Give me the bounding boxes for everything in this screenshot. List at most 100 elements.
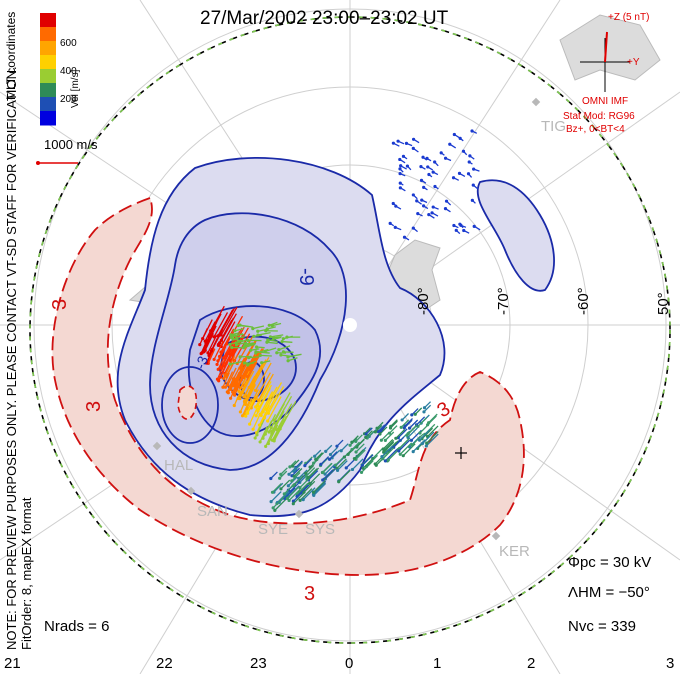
imf-dial xyxy=(580,31,630,92)
velocity-vector-origin xyxy=(285,335,289,339)
velocity-vector xyxy=(418,429,431,441)
velocity-vector xyxy=(302,487,316,501)
velocity-vector-origin xyxy=(398,452,402,456)
velocity-vector-origin xyxy=(219,350,223,354)
velocity-vector-origin xyxy=(240,390,245,395)
velocity-vector xyxy=(330,447,338,455)
velocity-vectors xyxy=(198,129,481,512)
velocity-vector-origin xyxy=(314,457,318,461)
velocity-vector-origin xyxy=(243,342,247,346)
magnetic-pole-marker xyxy=(343,318,357,332)
velocity-vector xyxy=(243,343,256,349)
velocity-vector xyxy=(355,443,365,453)
velocity-vector-origin xyxy=(269,500,273,504)
velocity-vector xyxy=(291,472,301,482)
velocity-vector-origin xyxy=(303,464,307,468)
velocity-vector xyxy=(404,418,413,427)
velocity-vector xyxy=(382,438,394,450)
velocity-vector xyxy=(384,431,395,441)
velocity-vector-origin xyxy=(253,436,257,440)
velocity-vector-origin xyxy=(471,183,475,187)
velocity-vector xyxy=(250,359,267,387)
velocity-vector-origin xyxy=(266,339,270,343)
velocity-vector-origin xyxy=(470,129,474,133)
mlt-tick: 1 xyxy=(433,655,442,672)
velocity-vector-origin xyxy=(420,198,424,202)
velocity-vector xyxy=(232,338,244,342)
velocity-vector-origin xyxy=(418,431,422,435)
velocity-vector xyxy=(220,328,235,353)
velocity-vector-origin xyxy=(298,486,302,490)
velocity-vector-origin xyxy=(427,213,431,217)
velocity-vector-origin xyxy=(304,471,308,475)
velocity-vector xyxy=(273,415,288,439)
colorbar-block xyxy=(40,97,56,112)
velocity-vector xyxy=(399,442,413,455)
velocity-vector xyxy=(280,479,291,490)
velocity-vector-origin xyxy=(202,350,206,354)
velocity-vector-origin xyxy=(236,382,240,386)
velocity-vector-origin xyxy=(401,154,406,158)
velocity-vector xyxy=(246,348,264,377)
velocity-vector-origin xyxy=(398,167,402,171)
preview-note-line: NOTE: FOR PREVIEW PURPOSES ONLY. PLEASE … xyxy=(4,66,19,650)
velocity-vector-origin xyxy=(431,205,435,209)
velocity-vector-origin xyxy=(394,204,398,208)
imf-z-label: +Z (5 nT) xyxy=(608,12,650,23)
velocity-vector-origin xyxy=(203,339,207,343)
velocity-vector-origin xyxy=(251,427,255,431)
velocity-vector-origin xyxy=(352,457,357,461)
contour-label: 3 xyxy=(49,299,71,310)
mlt-tick: 3 xyxy=(666,655,675,672)
velocity-vector xyxy=(210,331,222,352)
velocity-vector-origin xyxy=(290,479,294,483)
velocity-vector-origin xyxy=(277,347,281,352)
velocity-vector xyxy=(279,470,288,479)
velocity-vector xyxy=(278,345,291,351)
velocity-vector-origin xyxy=(287,472,291,476)
velocity-vector-origin xyxy=(279,487,283,491)
velocity-vector-origin xyxy=(433,184,437,189)
velocity-vector-origin xyxy=(416,212,420,216)
velocity-vector-origin xyxy=(222,376,226,380)
velocity-vector-origin xyxy=(252,334,256,338)
velocity-vector xyxy=(271,410,285,435)
velocity-vector xyxy=(232,366,244,387)
velocity-vector-origin xyxy=(401,454,405,458)
velocity-vector-origin xyxy=(286,359,290,363)
mlt-tick: 21 xyxy=(4,655,21,672)
velocity-vector xyxy=(322,469,334,481)
imf-source: OMNI IMF xyxy=(582,96,629,107)
velocity-vector-origin xyxy=(431,170,435,174)
velocity-vector-origin xyxy=(260,361,264,365)
fit-order-line: FitOrder: 8, mapEX format xyxy=(19,497,34,650)
velocity-vector-origin xyxy=(264,407,268,412)
station-label: KER xyxy=(499,543,530,560)
velocity-vector-origin xyxy=(271,506,275,510)
velocity-vector-origin xyxy=(226,390,230,394)
velocity-vector xyxy=(207,335,217,354)
velocity-vector-origin xyxy=(231,384,235,388)
colorbar-tick: 200 xyxy=(60,94,77,105)
velocity-vector xyxy=(383,440,395,451)
colorbar-block xyxy=(40,13,56,28)
velocity-vector-origin xyxy=(467,160,471,164)
velocity-vector-origin xyxy=(281,337,285,341)
mlt-tick: 22 xyxy=(156,655,173,672)
velocity-vector-origin xyxy=(270,432,274,436)
velocity-vector-origin xyxy=(262,416,267,420)
velocity-vector xyxy=(337,460,348,471)
velocity-vector-origin xyxy=(409,438,414,442)
velocity-vector-origin xyxy=(251,327,255,331)
velocity-vector xyxy=(199,328,208,345)
velocity-vector-origin xyxy=(424,444,428,448)
velocity-vector xyxy=(340,443,349,452)
velocity-vector xyxy=(220,349,232,369)
velocity-vector-origin xyxy=(443,156,448,160)
velocity-vector xyxy=(222,372,230,388)
velocity-vector xyxy=(235,362,248,384)
velocity-vector-origin xyxy=(273,508,277,512)
velocity-vector-origin xyxy=(286,355,290,359)
velocity-vector xyxy=(361,460,374,473)
